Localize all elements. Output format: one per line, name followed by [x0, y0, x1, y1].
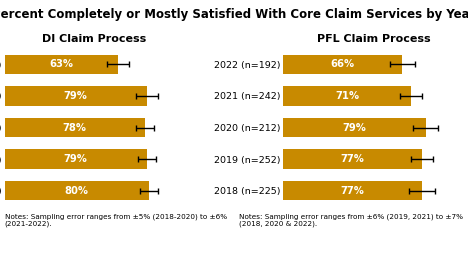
Bar: [284, 118, 425, 137]
Text: 71%: 71%: [335, 91, 359, 101]
Text: 80%: 80%: [65, 186, 88, 196]
Bar: [5, 55, 118, 74]
Bar: [5, 86, 147, 106]
Text: 63%: 63%: [49, 59, 73, 69]
Bar: [5, 149, 147, 169]
Bar: [5, 181, 148, 200]
Text: 79%: 79%: [343, 123, 366, 133]
Bar: [284, 181, 422, 200]
Text: 78%: 78%: [63, 123, 87, 133]
Bar: [284, 55, 402, 74]
Bar: [284, 149, 422, 169]
Text: 79%: 79%: [64, 91, 88, 101]
Text: 79%: 79%: [64, 154, 88, 164]
Text: Notes: Sampling error ranges from ±6% (2019, 2021) to ±7%
(2018, 2020 & 2022).: Notes: Sampling error ranges from ±6% (2…: [239, 213, 463, 227]
Text: Percent Completely or Mostly Satisfied With Core Claim Services by Year: Percent Completely or Mostly Satisfied W…: [0, 8, 468, 21]
Title: PFL Claim Process: PFL Claim Process: [316, 34, 430, 44]
Title: DI Claim Process: DI Claim Process: [43, 34, 147, 44]
Bar: [5, 118, 145, 137]
Bar: [284, 86, 411, 106]
Text: 66%: 66%: [331, 59, 355, 69]
Text: 77%: 77%: [341, 154, 365, 164]
Text: Notes: Sampling error ranges from ±5% (2018-2020) to ±6%
(2021-2022).: Notes: Sampling error ranges from ±5% (2…: [5, 213, 227, 227]
Text: 77%: 77%: [341, 186, 365, 196]
